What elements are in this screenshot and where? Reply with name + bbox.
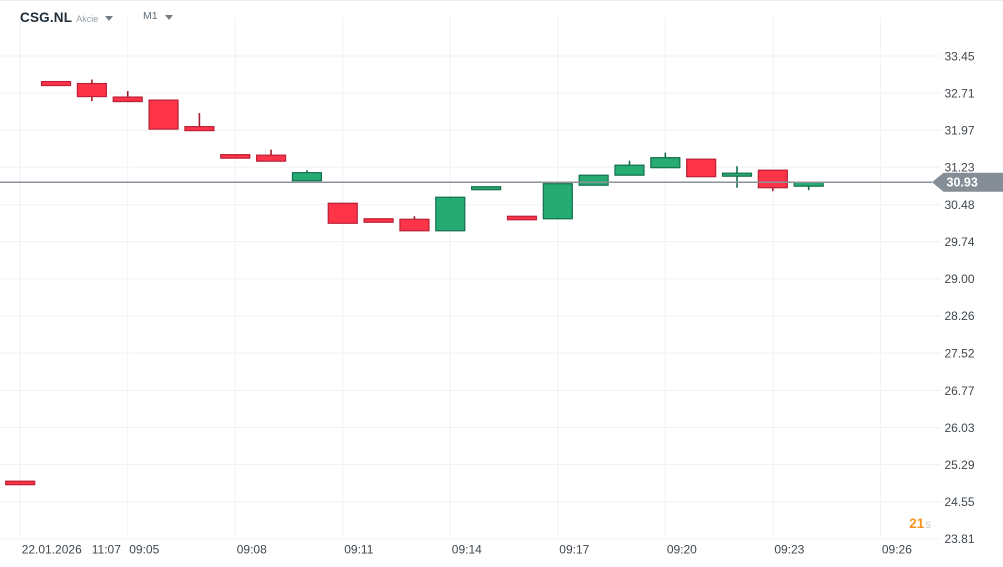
candle (40, 80, 72, 87)
candle-countdown: 21s (909, 516, 931, 531)
price-axis-label: 31.97 (945, 123, 975, 137)
instrument-type-label: Akcie (76, 13, 99, 24)
time-axis-label: 09:11 (344, 543, 373, 557)
candle-body (5, 480, 36, 486)
price-axis-label: 30.48 (945, 198, 975, 212)
candle (435, 196, 466, 232)
chart-header: CSG.NL Akcie M1 (0, 1, 1003, 33)
last-price-tag: 30.93 (932, 172, 1003, 192)
candle (220, 154, 251, 159)
candle (542, 183, 573, 220)
time-axis-label: 09:23 (774, 543, 804, 557)
candle-body (148, 99, 179, 130)
candle-body (471, 186, 502, 191)
time-axis-label: 09:14 (452, 543, 482, 557)
time-axis-label: 09:05 (129, 543, 159, 557)
timeframe-selector[interactable]: M1 (143, 10, 173, 22)
candle-body (112, 96, 143, 103)
candle-body (650, 157, 681, 169)
time-axis-label: 22.01.2026 11:07 (22, 543, 122, 557)
candle (793, 181, 824, 191)
candle (686, 158, 717, 178)
candle-body (435, 196, 466, 232)
price-axis-label: 23.81 (945, 532, 975, 546)
candle (148, 99, 179, 130)
candle-countdown-unit: s (925, 519, 931, 531)
candle-body (686, 158, 717, 178)
symbol-name: CSG.NL (20, 10, 73, 25)
candle (578, 174, 609, 186)
candle-body (40, 80, 72, 87)
time-axis-label: 09:26 (882, 543, 912, 557)
price-axis[interactable]: 33.45 32.71 31.97 31.23 30.48 29.74 29.00 28.26… (945, 49, 975, 546)
candle (363, 218, 394, 223)
price-axis-label: 32.71 (945, 86, 975, 100)
price-axis-label: 29.74 (945, 235, 975, 249)
candle (721, 166, 753, 188)
price-axis-label: 33.45 (945, 49, 975, 63)
time-axis[interactable]: 22.01.2026 11:07 09:05 09:08 09:11 09:14 09:1… (22, 543, 913, 557)
price-axis-label: 26.03 (945, 421, 975, 435)
candle-body (291, 172, 323, 182)
candle (76, 79, 107, 102)
candle-body (363, 218, 394, 223)
price-axis-label: 25.29 (945, 458, 975, 472)
price-axis-label: 31.23 (945, 160, 975, 174)
candle-body (757, 169, 788, 189)
price-axis-label: 24.55 (945, 495, 975, 509)
candle-body (76, 82, 107, 98)
price-axis-label: 28.26 (945, 309, 975, 323)
candle-body (721, 172, 753, 177)
timeframe-label: M1 (143, 10, 158, 22)
symbol-selector[interactable]: CSG.NL Akcie (20, 10, 114, 25)
grid (0, 17, 941, 540)
time-axis-label: 09:20 (667, 543, 697, 557)
candle-body (399, 218, 430, 232)
candle-body (506, 215, 538, 221)
candle (184, 113, 215, 132)
chevron-down-icon (164, 14, 173, 20)
candle-body (184, 126, 215, 132)
price-axis-label: 29.00 (945, 272, 975, 286)
candle (757, 169, 788, 192)
candles (5, 79, 824, 486)
candle (471, 186, 502, 191)
candle-body (614, 164, 645, 176)
candle-body (542, 183, 573, 220)
candle (5, 480, 36, 486)
last-price-tag-value: 30.93 (947, 176, 978, 190)
price-axis-label: 27.52 (945, 346, 975, 360)
candle (399, 216, 430, 232)
candle-body (255, 154, 287, 162)
time-axis-label: 09:17 (559, 543, 589, 557)
time-axis-label: 09:08 (237, 543, 267, 557)
candle (112, 91, 143, 103)
last-price-tag-shape (932, 172, 1003, 192)
candle (614, 160, 645, 176)
candle-countdown-value: 21 (909, 516, 925, 531)
candle (650, 152, 681, 169)
candle (327, 202, 358, 224)
candle (506, 215, 538, 221)
chevron-down-icon (105, 16, 114, 21)
candle (255, 149, 287, 162)
candle (291, 170, 323, 182)
price-axis-label: 26.77 (945, 384, 975, 398)
candle-body (578, 174, 609, 186)
candle-body (220, 154, 251, 159)
candle-body (327, 202, 358, 224)
